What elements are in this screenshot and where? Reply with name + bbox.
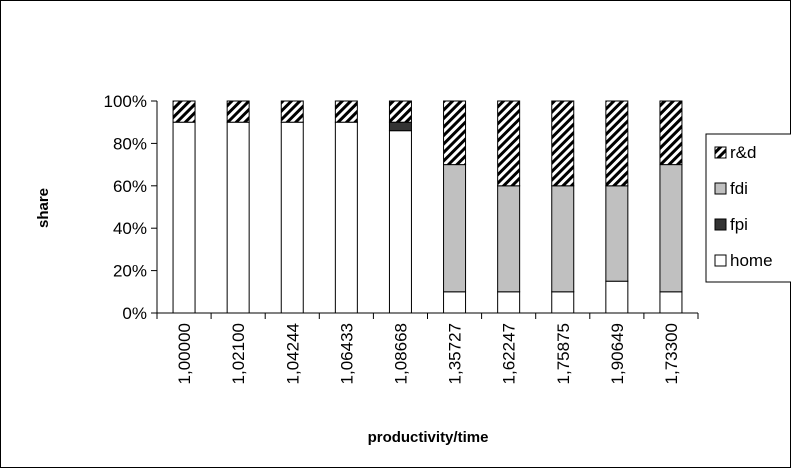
bar-segment-fdi: [551, 185, 575, 293]
bar-segment-rd: [334, 100, 358, 123]
legend-swatch-rd: [714, 146, 727, 159]
y-tick-label: 0%: [122, 304, 147, 323]
bar-segment-home: [280, 121, 304, 314]
y-axis-title: share: [35, 188, 52, 228]
x-tick-label: 1,06433: [337, 323, 356, 384]
bar-segment-rd: [172, 100, 196, 123]
legend: r&d fdi fpi home: [705, 133, 791, 283]
legend-label-fpi: fpi: [730, 215, 748, 234]
bar-segment-home: [443, 291, 467, 314]
x-tick-label: 1,08668: [391, 323, 410, 384]
bar-segment-home: [388, 130, 412, 314]
x-tick-label: 1,90649: [608, 323, 627, 384]
x-tick-label: 1,02100: [229, 323, 248, 384]
legend-swatch-fpi: [714, 218, 727, 231]
x-tick-label: 1,00000: [175, 323, 194, 384]
legend-label-fdi: fdi: [730, 179, 748, 198]
x-axis: 1,00000 1,02100 1,04244 1,06433 1,08668 1,357…: [156, 312, 699, 384]
bar-segment-home: [334, 121, 358, 314]
bar-segment-fdi: [443, 164, 467, 293]
bars: [172, 100, 683, 314]
legend-label-home: home: [730, 251, 773, 270]
bar-segment-home: [497, 291, 521, 314]
y-tick-label: 20%: [113, 262, 147, 281]
legend-label-rd: r&d: [730, 143, 756, 162]
bar-segment-fpi: [388, 121, 412, 132]
y-tick-label: 40%: [113, 219, 147, 238]
legend-swatch-fdi: [714, 182, 727, 195]
y-tick-label: 60%: [113, 177, 147, 196]
bar-segment-fdi: [659, 164, 683, 293]
bar-segment-home: [605, 280, 629, 314]
bar-segment-home: [551, 291, 575, 314]
bar-segment-fdi: [605, 185, 629, 282]
x-axis-title: productivity/time: [368, 429, 489, 446]
y-tick-label: 100%: [104, 92, 147, 111]
bar-segment-rd: [443, 100, 467, 166]
legend-swatch-home: [714, 254, 727, 267]
bar-segment-rd: [605, 100, 629, 187]
bar-segment-rd: [551, 100, 575, 187]
bar-segment-rd: [497, 100, 521, 187]
bar-segment-home: [172, 121, 196, 314]
x-tick-label: 1,35727: [446, 323, 465, 384]
x-tick-label: 1,62247: [500, 323, 519, 384]
bar-segment-fdi: [497, 185, 521, 293]
bar-segment-rd: [226, 100, 250, 123]
bar-segment-rd: [388, 100, 412, 123]
y-axis: 0% 20% 40% 60% 80% 100%: [104, 92, 158, 323]
x-tick-label: 1,04244: [283, 323, 302, 384]
bar-segment-home: [659, 291, 683, 314]
x-tick-label: 1,75875: [554, 323, 573, 384]
y-tick-label: 80%: [113, 134, 147, 153]
bar-segment-rd: [280, 100, 304, 123]
bar-segment-rd: [659, 100, 683, 166]
bar-segment-home: [226, 121, 250, 314]
x-tick-label: 1,73300: [662, 323, 681, 384]
